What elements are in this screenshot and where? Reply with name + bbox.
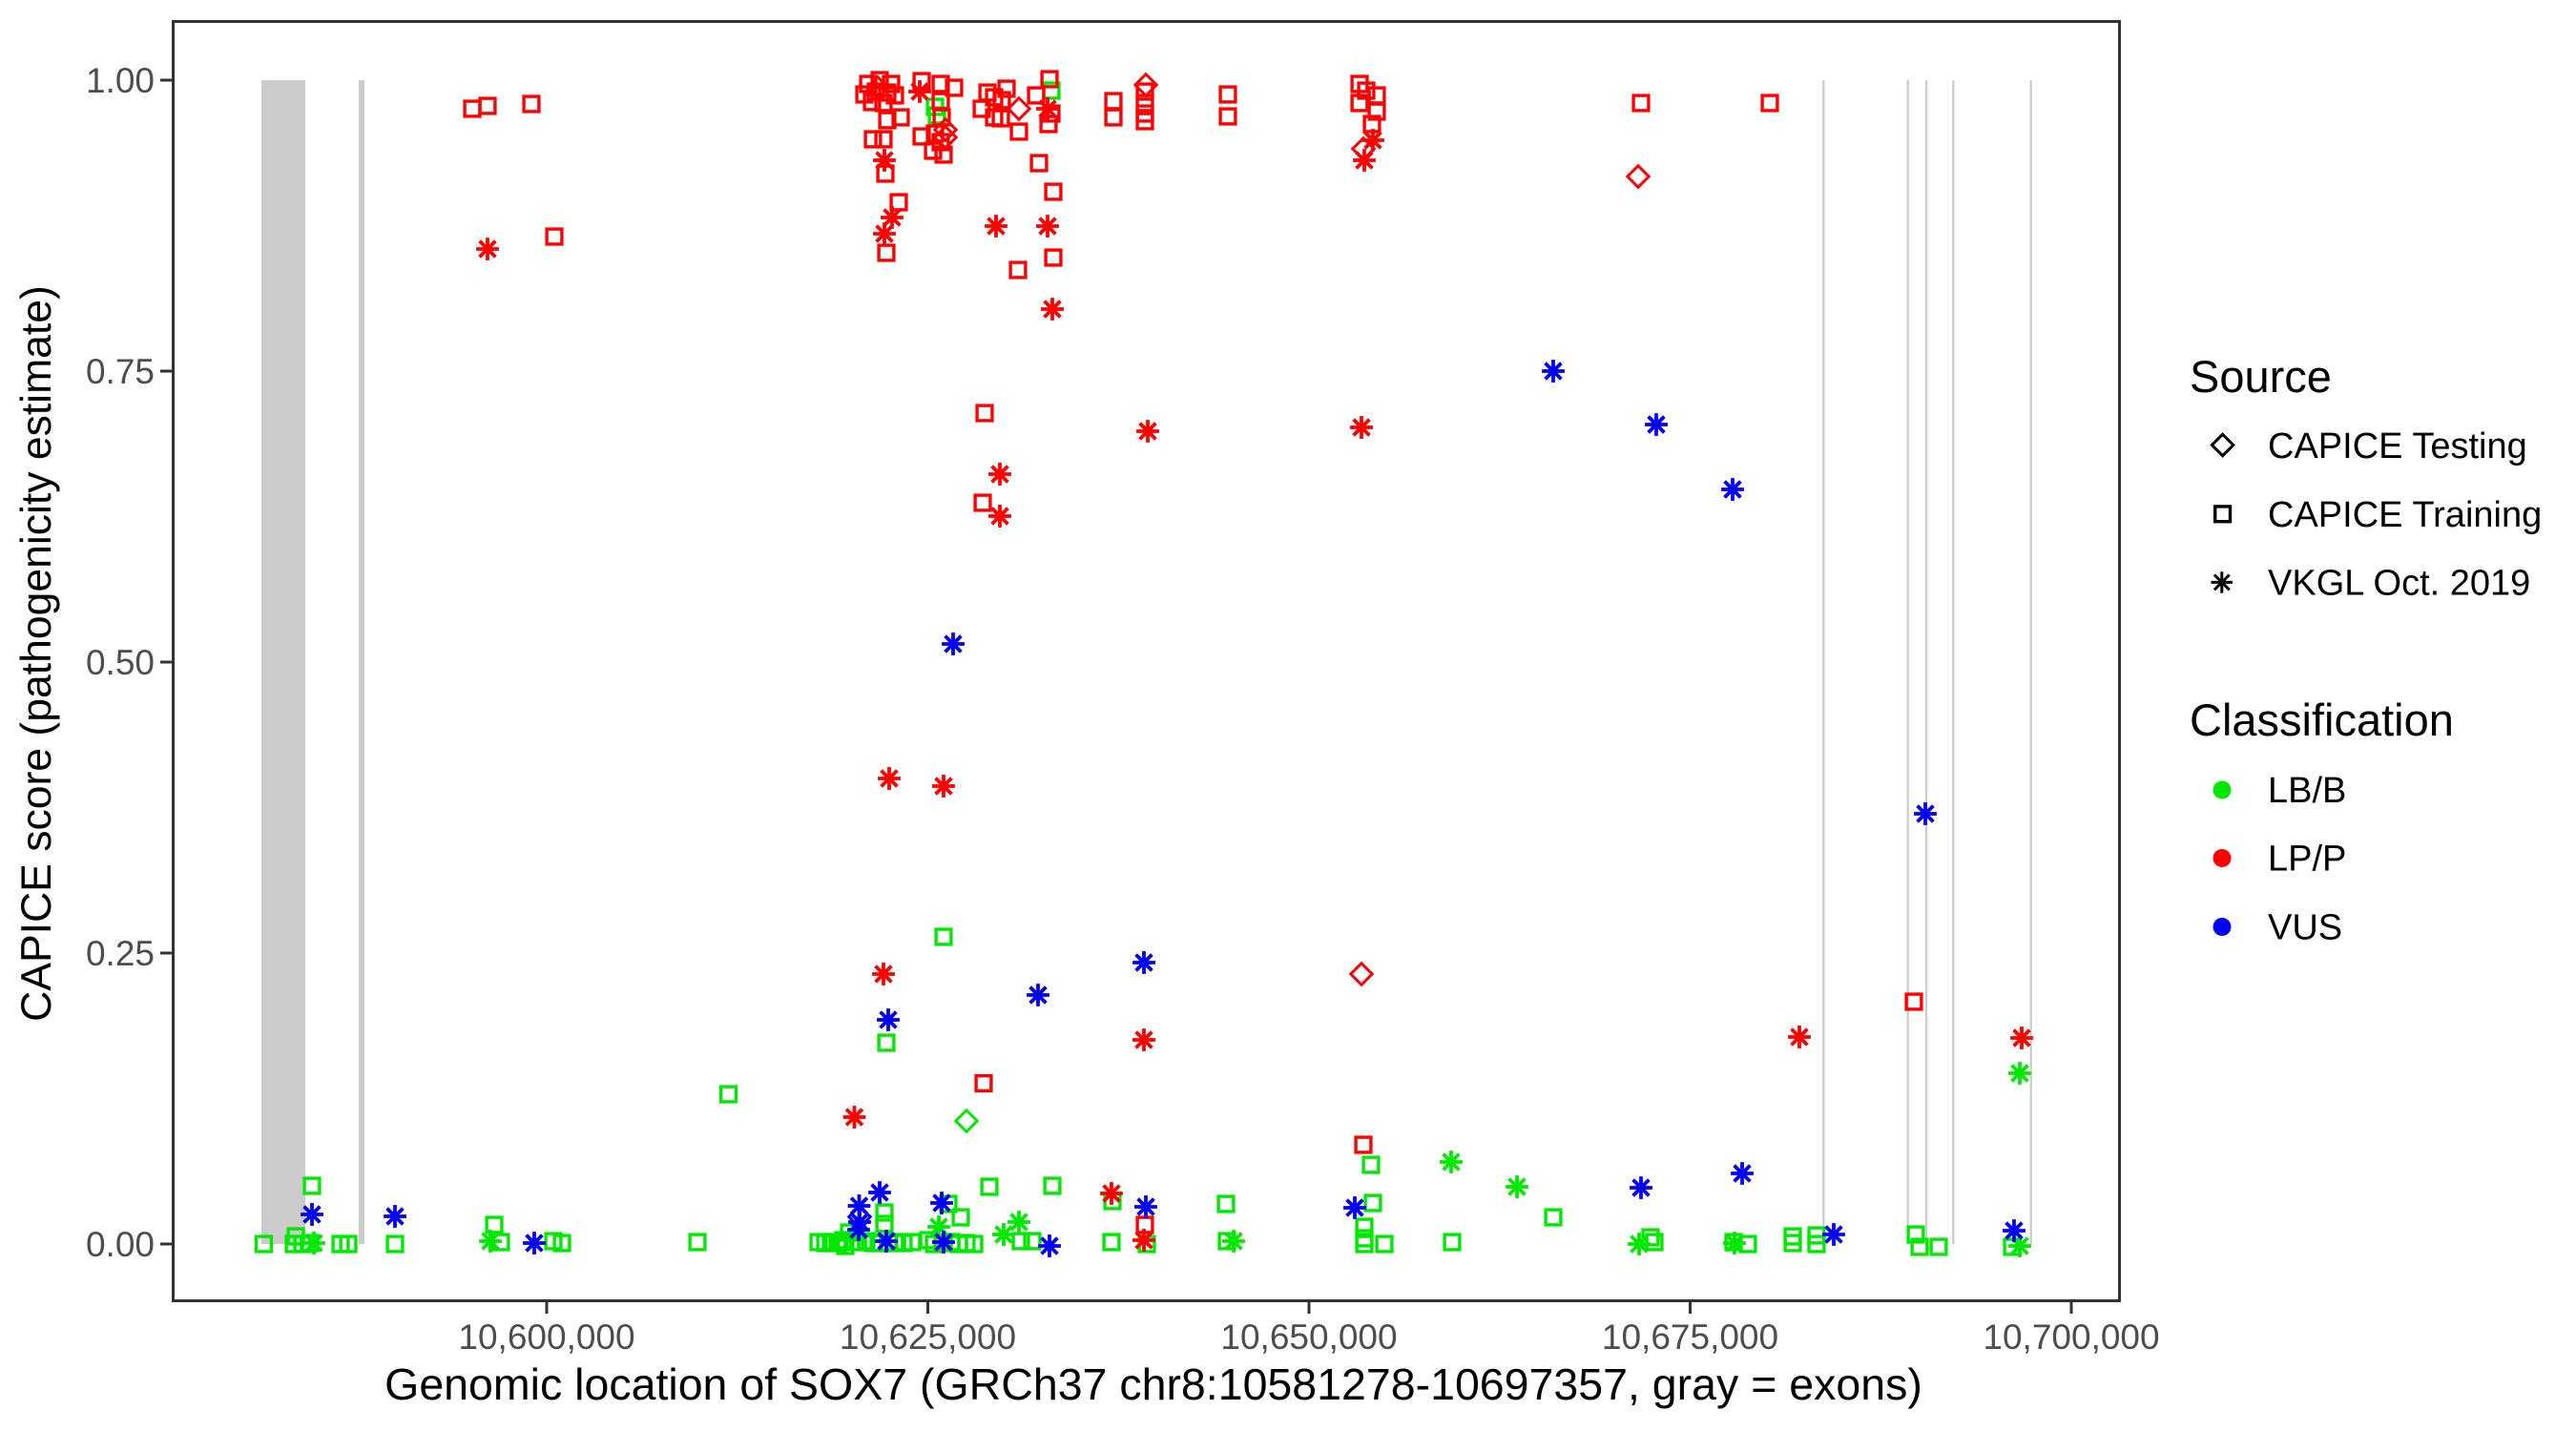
- svg-text:LB/B: LB/B: [2268, 771, 2346, 811]
- svg-text:Classification: Classification: [2190, 695, 2454, 745]
- svg-text:10,700,000: 10,700,000: [1983, 1317, 2159, 1357]
- svg-text:CAPICE Testing: CAPICE Testing: [2268, 426, 2527, 467]
- svg-text:1.00: 1.00: [86, 61, 155, 100]
- svg-text:CAPICE Training: CAPICE Training: [2268, 495, 2542, 535]
- svg-text:10,625,000: 10,625,000: [840, 1317, 1016, 1357]
- svg-text:10,600,000: 10,600,000: [458, 1317, 634, 1357]
- svg-text:10,675,000: 10,675,000: [1602, 1317, 1778, 1357]
- svg-text:VKGL Oct. 2019: VKGL Oct. 2019: [2268, 563, 2530, 603]
- svg-text:10,650,000: 10,650,000: [1220, 1317, 1397, 1357]
- svg-text:CAPICE score (pathogenicity es: CAPICE score (pathogenicity estimate): [13, 285, 60, 1022]
- svg-text:0.75: 0.75: [86, 352, 155, 391]
- svg-text:0.25: 0.25: [86, 934, 155, 973]
- svg-text:Source: Source: [2190, 351, 2332, 402]
- svg-text:Genomic location of SOX7 (GRCh: Genomic location of SOX7 (GRCh37 chr8:10…: [384, 1359, 1922, 1409]
- svg-text:VUS: VUS: [2268, 908, 2342, 948]
- svg-text:LP/P: LP/P: [2268, 840, 2346, 880]
- svg-text:0.00: 0.00: [86, 1225, 155, 1264]
- svg-text:0.50: 0.50: [86, 643, 155, 682]
